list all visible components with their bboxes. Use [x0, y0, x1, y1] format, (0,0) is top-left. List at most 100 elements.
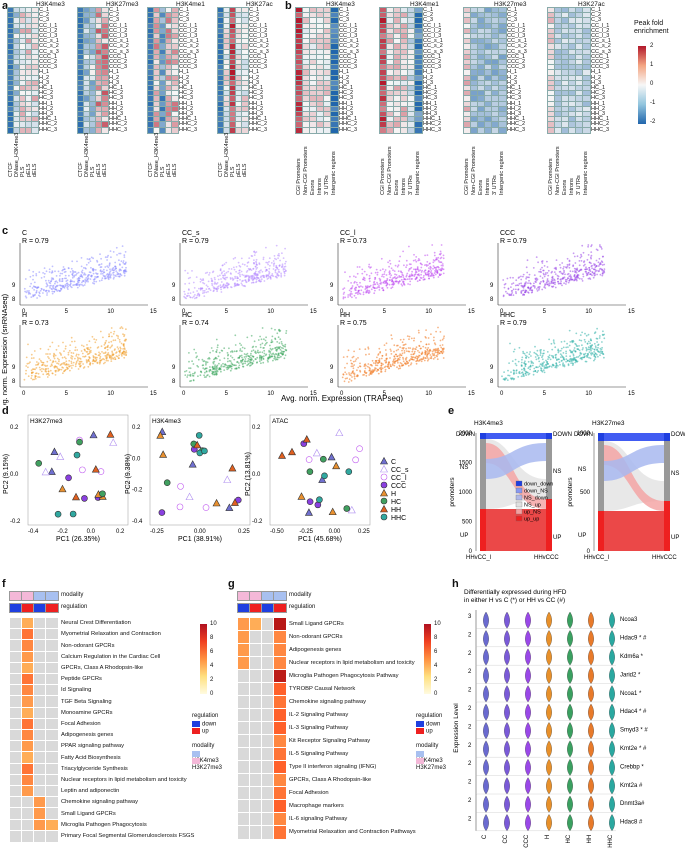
scatter-point [236, 350, 238, 352]
scatter-point [49, 271, 51, 273]
scatter-point [417, 350, 419, 352]
scatter-point [407, 283, 409, 285]
scatter-point [584, 333, 586, 335]
scatter-point [416, 355, 418, 357]
scatter-point [391, 353, 393, 355]
scatter-point [435, 331, 437, 333]
pca-title: H3K4me3 [152, 418, 181, 425]
scatter-point [196, 355, 198, 357]
pca-point [59, 485, 66, 492]
scatter-point [61, 280, 63, 282]
scatter-point [46, 361, 48, 363]
scatter-point [380, 367, 382, 369]
scatter-point [531, 289, 533, 291]
scatter-point [269, 345, 271, 347]
scatter-point [362, 279, 364, 281]
scatter-point [233, 278, 235, 280]
scatter-point [395, 354, 397, 356]
heatmap-cell [387, 128, 394, 133]
scatter-point [95, 339, 97, 341]
scatter-point [244, 279, 246, 281]
scatter-point [440, 251, 442, 253]
scatter-point [574, 274, 576, 276]
scatter-point [417, 359, 419, 361]
scatter-point [429, 263, 431, 265]
scatter-point [192, 373, 194, 375]
scatter-name: HC [182, 312, 192, 319]
scatter-point [360, 289, 362, 291]
scatter-point [95, 269, 97, 271]
pca-point [381, 490, 388, 497]
scatter-point [376, 357, 378, 359]
scatter-point [428, 358, 430, 360]
scatter-point [542, 277, 544, 279]
scatter-point [228, 283, 230, 285]
scatter-point [561, 285, 563, 287]
scatter-point [354, 295, 356, 297]
scatter-point [585, 271, 587, 273]
scatter-point [119, 347, 121, 349]
scatter-point [39, 358, 41, 360]
pca-point [305, 509, 312, 515]
scatter-point [204, 360, 206, 362]
scatter-point [351, 293, 353, 295]
scatter-point [110, 357, 112, 359]
scatter-point [241, 271, 243, 273]
pca-point [320, 456, 326, 462]
scatter-point [217, 275, 219, 277]
pca-point [36, 460, 42, 466]
scatter-point [247, 361, 249, 363]
scatter-point [60, 288, 62, 290]
scatter-point [538, 289, 540, 291]
scatter-point [525, 365, 527, 367]
scatter-point [402, 281, 404, 283]
alluvial-ytick: 500 [462, 520, 473, 526]
scatter-point [259, 360, 261, 362]
scatter-point [387, 364, 389, 366]
scatter-point [250, 362, 252, 364]
scatter-point [261, 338, 263, 340]
pca-xtick: 0.25 [238, 529, 250, 535]
pca-xlabel: PC1 (45.68%) [298, 536, 342, 543]
pca-legend-label: CC_s [391, 467, 409, 474]
scatter-point [351, 380, 353, 382]
scatter-point [581, 344, 583, 346]
scatter-point [88, 361, 90, 363]
heatmap-col-label: 3' UTRs [492, 175, 498, 195]
scatter-point [122, 245, 124, 247]
scatter-point [538, 361, 540, 363]
scatter-point [582, 273, 584, 275]
x-tick: 10 [585, 309, 592, 315]
scatter-point [255, 351, 257, 353]
scatter-point [198, 288, 200, 290]
scatter-point [510, 371, 512, 373]
scatter-point [535, 366, 537, 368]
scatter-point [82, 353, 84, 355]
scatter-point [426, 355, 428, 357]
pca-point [229, 465, 236, 472]
scatter-point [419, 279, 421, 281]
scatter-point [77, 287, 79, 289]
scatter-point [186, 376, 188, 378]
scatter-point [64, 370, 66, 372]
scatter-point [520, 282, 522, 284]
scatter-point [564, 341, 566, 343]
scatter-point [580, 254, 582, 256]
scatter-point [276, 341, 278, 343]
scatter-point [32, 279, 34, 281]
scatter-point [419, 359, 421, 361]
scatter-point [383, 273, 385, 275]
pca-point [81, 495, 87, 501]
scatter-point [238, 367, 240, 369]
scatter-point [428, 278, 430, 280]
scatter-point [255, 358, 257, 360]
scatter-point [66, 367, 68, 369]
pca-point [381, 474, 387, 480]
heatmap-cell [172, 128, 178, 133]
scatter-point [200, 281, 202, 283]
scatter-point [80, 276, 82, 278]
scatter-point [58, 345, 60, 347]
scatter-point [501, 375, 503, 377]
scatter-point [408, 351, 410, 353]
